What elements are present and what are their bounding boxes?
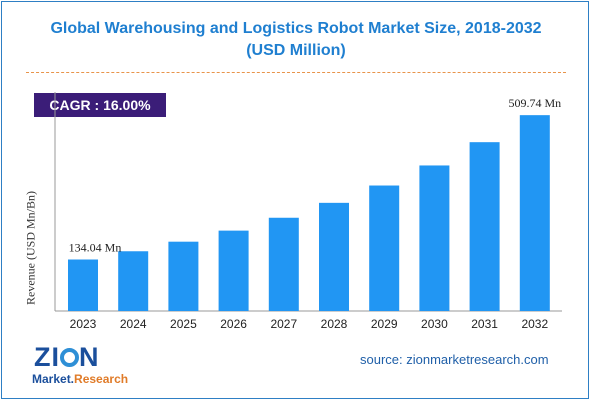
- x-tick-label: 2031: [471, 317, 498, 331]
- x-tick-label: 2027: [270, 317, 297, 331]
- bar-2031: [469, 142, 500, 311]
- x-tick-label: 2028: [321, 317, 348, 331]
- data-label-last: 509.74 Mn: [508, 96, 561, 110]
- source-note: source: zionmarketresearch.com: [360, 352, 549, 367]
- cagr-badge: CAGR : 16.00%: [34, 93, 166, 117]
- x-tick-label: 2029: [371, 317, 398, 331]
- bar-2032: [519, 115, 550, 311]
- x-tick-label: 2024: [120, 317, 147, 331]
- bar-2023: [68, 259, 98, 311]
- logo-subtitle: Market.Research: [32, 372, 129, 386]
- title-divider: [26, 72, 566, 73]
- data-label-first: 134.04 Mn: [69, 241, 122, 255]
- logo-wordmark: ZI N: [34, 342, 100, 372]
- x-tick-label: 2032: [521, 317, 548, 331]
- bar-2029: [369, 185, 400, 311]
- zion-logo: ZI N Market.Research: [28, 342, 128, 388]
- bar-2024: [118, 251, 149, 311]
- bar-2028: [319, 202, 349, 311]
- x-tick-label: 2025: [170, 317, 197, 331]
- x-tick-label: 2026: [220, 317, 247, 331]
- logo-o-ring-icon: [60, 348, 80, 367]
- chart-subtitle: (USD Million): [246, 42, 346, 59]
- chart-title: Global Warehousing and Logistics Robot M…: [50, 20, 542, 37]
- bar-2030: [419, 165, 450, 311]
- x-tick-label: 2030: [421, 317, 448, 331]
- x-tick-label: 2023: [70, 317, 97, 331]
- bar-2027: [268, 217, 299, 311]
- bar-2025: [168, 241, 199, 311]
- bar-2026: [218, 230, 249, 311]
